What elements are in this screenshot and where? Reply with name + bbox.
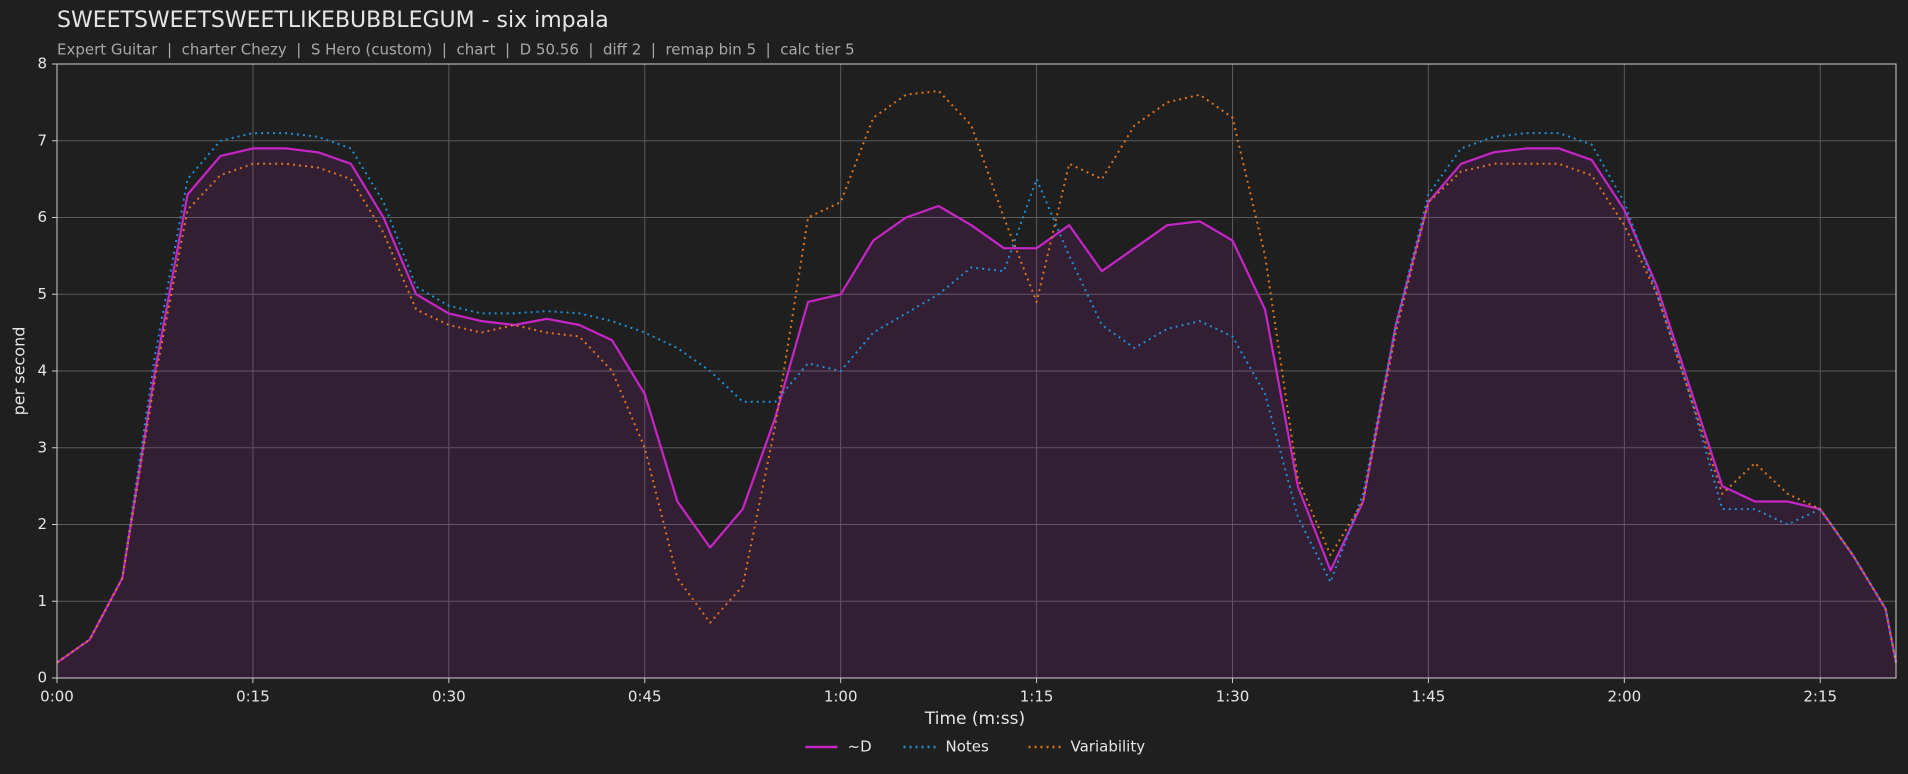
legend-label: Variability	[1071, 738, 1146, 756]
x-tick-label: 1:15	[1020, 688, 1054, 706]
legend-label: ~D	[848, 738, 872, 756]
line	[56, 147, 1898, 664]
y-tick-label: 5	[37, 285, 47, 303]
plot-frame	[56, 63, 1897, 679]
x-tick-label: 0:45	[628, 688, 662, 706]
y-tick-label: 2	[37, 515, 47, 533]
x-axis-label: Time (m:ss)	[924, 709, 1025, 729]
area	[57, 148, 1896, 678]
y-tick-label: 3	[37, 438, 47, 456]
x-tick-label: 2:00	[1607, 688, 1641, 706]
y-tick-label: 0	[37, 669, 47, 687]
y-axis-label: per second	[10, 327, 29, 416]
x-tick-label: 1:30	[1216, 688, 1250, 706]
x-tick-label: 0:30	[432, 688, 466, 706]
y-tick-label: 1	[37, 592, 47, 610]
x-tick-label: 0:00	[40, 688, 74, 706]
x-tick-label: 1:00	[824, 688, 858, 706]
chart-title: SWEETSWEETSWEETLIKEBUBBLEGUM - six impal…	[57, 8, 609, 33]
y-tick-label: 7	[37, 131, 47, 149]
y-tick-label: 6	[37, 208, 47, 226]
legend-label: Notes	[946, 738, 990, 756]
y-tick-label: 4	[37, 362, 47, 380]
x-tick-label: 2:15	[1803, 688, 1837, 706]
line	[56, 89, 1897, 664]
y-tick-label: 8	[37, 55, 47, 73]
chart-subtitle: Expert Guitar | charter Chezy | S Hero (…	[57, 41, 855, 59]
x-tick-label: 0:15	[236, 688, 270, 706]
x-tick-label: 1:45	[1412, 688, 1446, 706]
